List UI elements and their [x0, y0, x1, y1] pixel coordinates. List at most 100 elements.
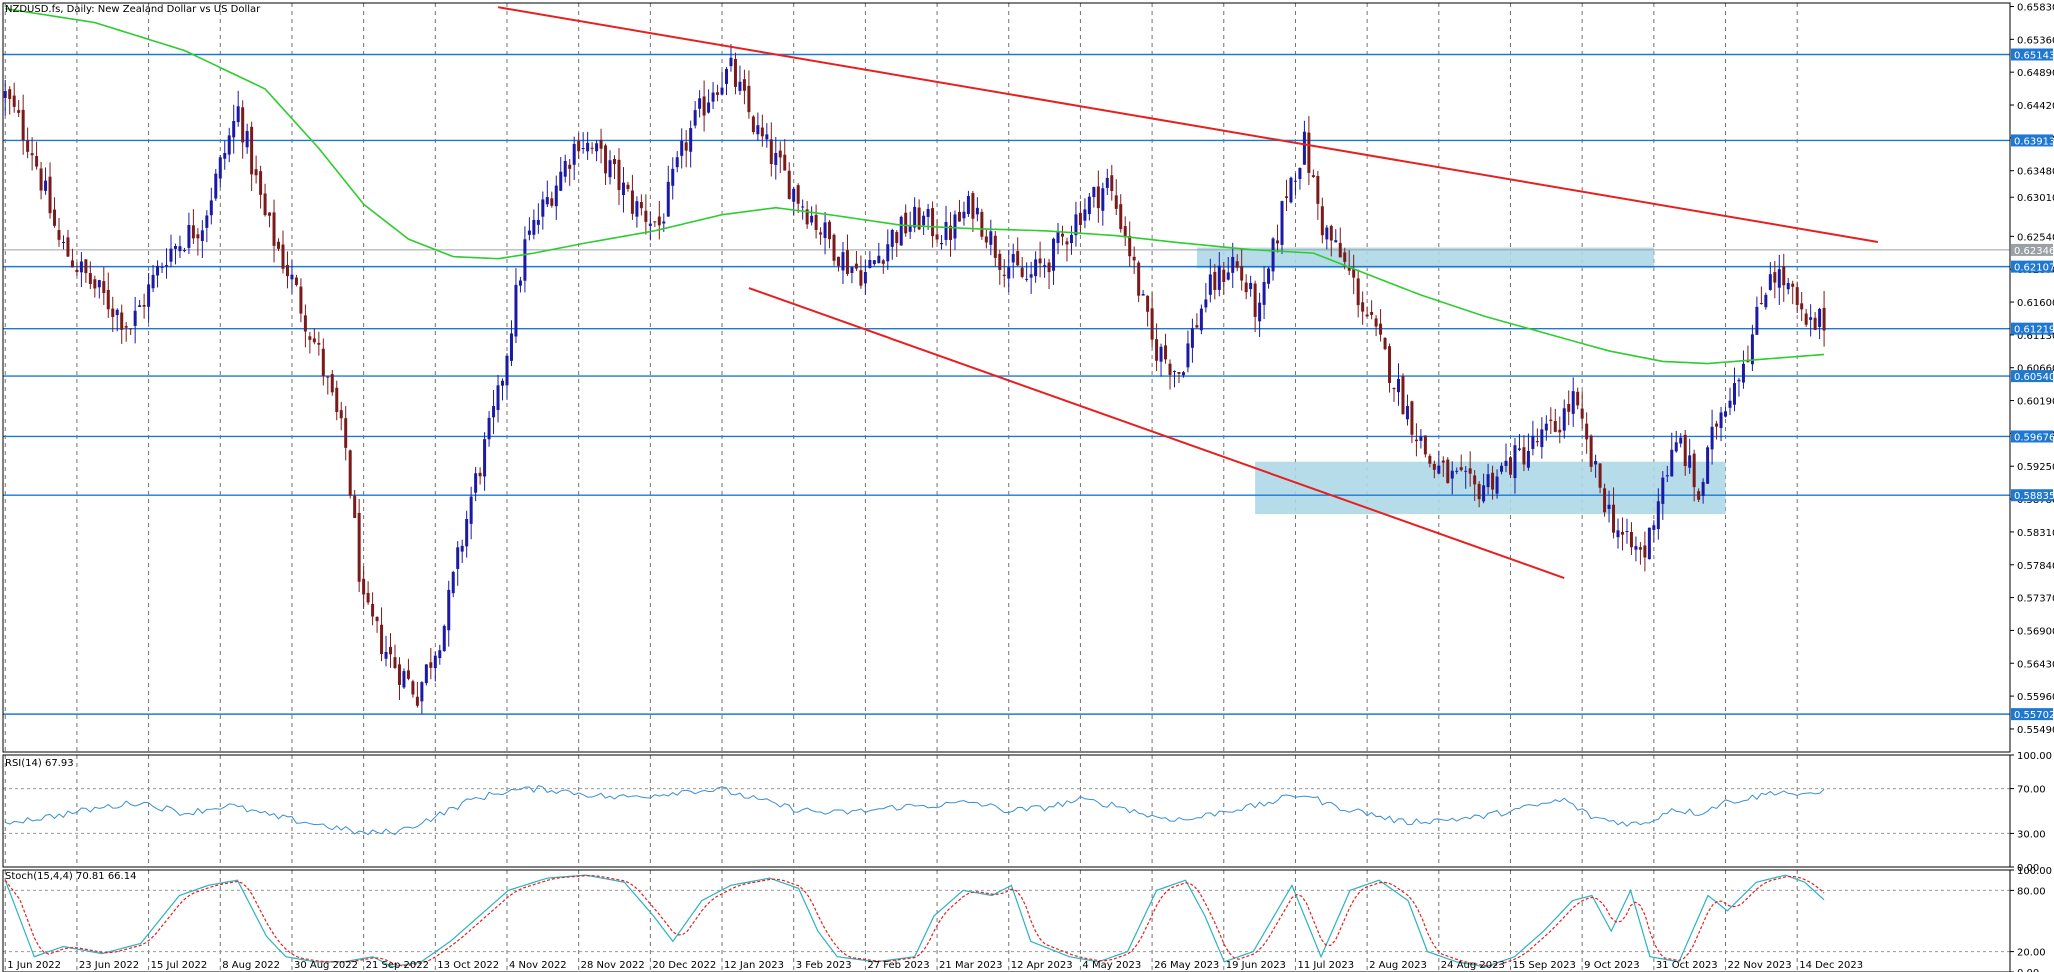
candle — [1172, 370, 1176, 388]
candle-body — [881, 260, 885, 264]
candle — [214, 168, 218, 201]
candle — [178, 235, 182, 258]
candle — [1253, 280, 1257, 333]
candle — [371, 592, 375, 626]
candle-body — [693, 110, 697, 126]
candle-body — [1316, 175, 1320, 204]
candle-body — [102, 281, 106, 293]
candle-body — [424, 664, 428, 684]
x-tick-label: 2 Aug 2023 — [1369, 960, 1427, 971]
candle — [1517, 434, 1521, 452]
candle — [962, 201, 966, 226]
candle-body — [957, 211, 961, 222]
candle-body — [290, 274, 294, 280]
candle — [250, 121, 254, 192]
candle-body — [859, 270, 863, 286]
candle-body — [191, 225, 195, 239]
candle — [993, 230, 997, 267]
level-label-bg — [2011, 260, 2053, 273]
candle — [496, 374, 500, 423]
trendlines[interactable] — [497, 6, 1879, 579]
candle-body — [474, 473, 478, 493]
candle-body — [711, 92, 715, 102]
candle-body — [913, 206, 917, 228]
candle-body — [1396, 378, 1400, 393]
candle-body — [1401, 375, 1405, 415]
candle-body — [268, 212, 272, 216]
candle-body — [1625, 531, 1629, 533]
candle-body — [1535, 441, 1539, 443]
candle-body — [1737, 379, 1741, 382]
candle-body — [1414, 439, 1418, 442]
candle-body — [303, 315, 307, 332]
candle-body — [1334, 240, 1338, 243]
candle-body — [626, 184, 630, 189]
candle — [621, 167, 625, 213]
candle — [1226, 257, 1230, 281]
candle — [949, 212, 953, 257]
candle-body — [774, 153, 778, 165]
candle — [1724, 406, 1728, 418]
candle — [200, 220, 204, 258]
candle — [1795, 281, 1799, 314]
candle-body — [904, 212, 908, 234]
candle-body — [1567, 404, 1571, 412]
candle-body — [236, 106, 240, 123]
candle — [1352, 254, 1356, 295]
candle — [1531, 420, 1535, 456]
horizontal-levels[interactable] — [3, 53, 2010, 715]
candle-body — [1670, 449, 1674, 477]
trendline[interactable] — [748, 287, 1565, 579]
candle — [756, 112, 760, 141]
candle-body — [1750, 334, 1754, 365]
candle — [357, 498, 361, 593]
candle-body — [1159, 346, 1163, 362]
candle-body — [1629, 531, 1633, 548]
candle — [845, 234, 849, 276]
rsi-pane[interactable]: 100.00 70.00 30.00 0.00 RSI(14) 67.93 — [3, 751, 2052, 874]
candle — [160, 262, 164, 274]
candle-body — [1580, 408, 1584, 419]
stoch-pane[interactable]: 100.00 80.00 20.00 0.00 Stoch(15,4,4) 70.81… — [3, 866, 2052, 972]
candles — [3, 44, 1826, 714]
candle-body — [1741, 363, 1745, 383]
candle-body — [577, 141, 581, 152]
candle-body — [1253, 283, 1257, 317]
candle — [1316, 170, 1320, 220]
candle — [568, 159, 572, 186]
candle-body — [1222, 269, 1226, 282]
candle — [1768, 262, 1772, 291]
candle — [290, 260, 294, 294]
candle-body — [1706, 447, 1710, 484]
candle — [1034, 251, 1038, 283]
candle-body — [1495, 476, 1499, 494]
candle-body — [406, 670, 410, 679]
candle-body — [1405, 405, 1409, 420]
candle-body — [1661, 477, 1665, 504]
candle — [1164, 333, 1168, 364]
candle-body — [863, 271, 867, 284]
candle-body — [1455, 470, 1459, 472]
x-tick-label: 28 Nov 2022 — [581, 960, 645, 971]
price-pane[interactable]: 0.658300.653600.648900.644200.639500.634… — [3, 2, 2054, 752]
candle — [689, 120, 693, 168]
candle-body — [765, 134, 769, 140]
candle — [1280, 200, 1284, 255]
candle — [1002, 259, 1006, 288]
candle-body — [442, 625, 446, 652]
candle-body — [3, 91, 7, 98]
candle-body — [371, 603, 375, 617]
candle-body — [1307, 132, 1311, 173]
candle-body — [173, 245, 177, 249]
candle — [21, 94, 25, 155]
candle — [1083, 198, 1087, 229]
trendline[interactable] — [497, 6, 1879, 243]
candle-body — [1271, 238, 1275, 272]
candle — [1370, 300, 1374, 320]
candle-body — [792, 188, 796, 202]
candle-body — [908, 226, 912, 232]
candle-body — [1692, 453, 1696, 488]
candle-body — [1320, 206, 1324, 236]
